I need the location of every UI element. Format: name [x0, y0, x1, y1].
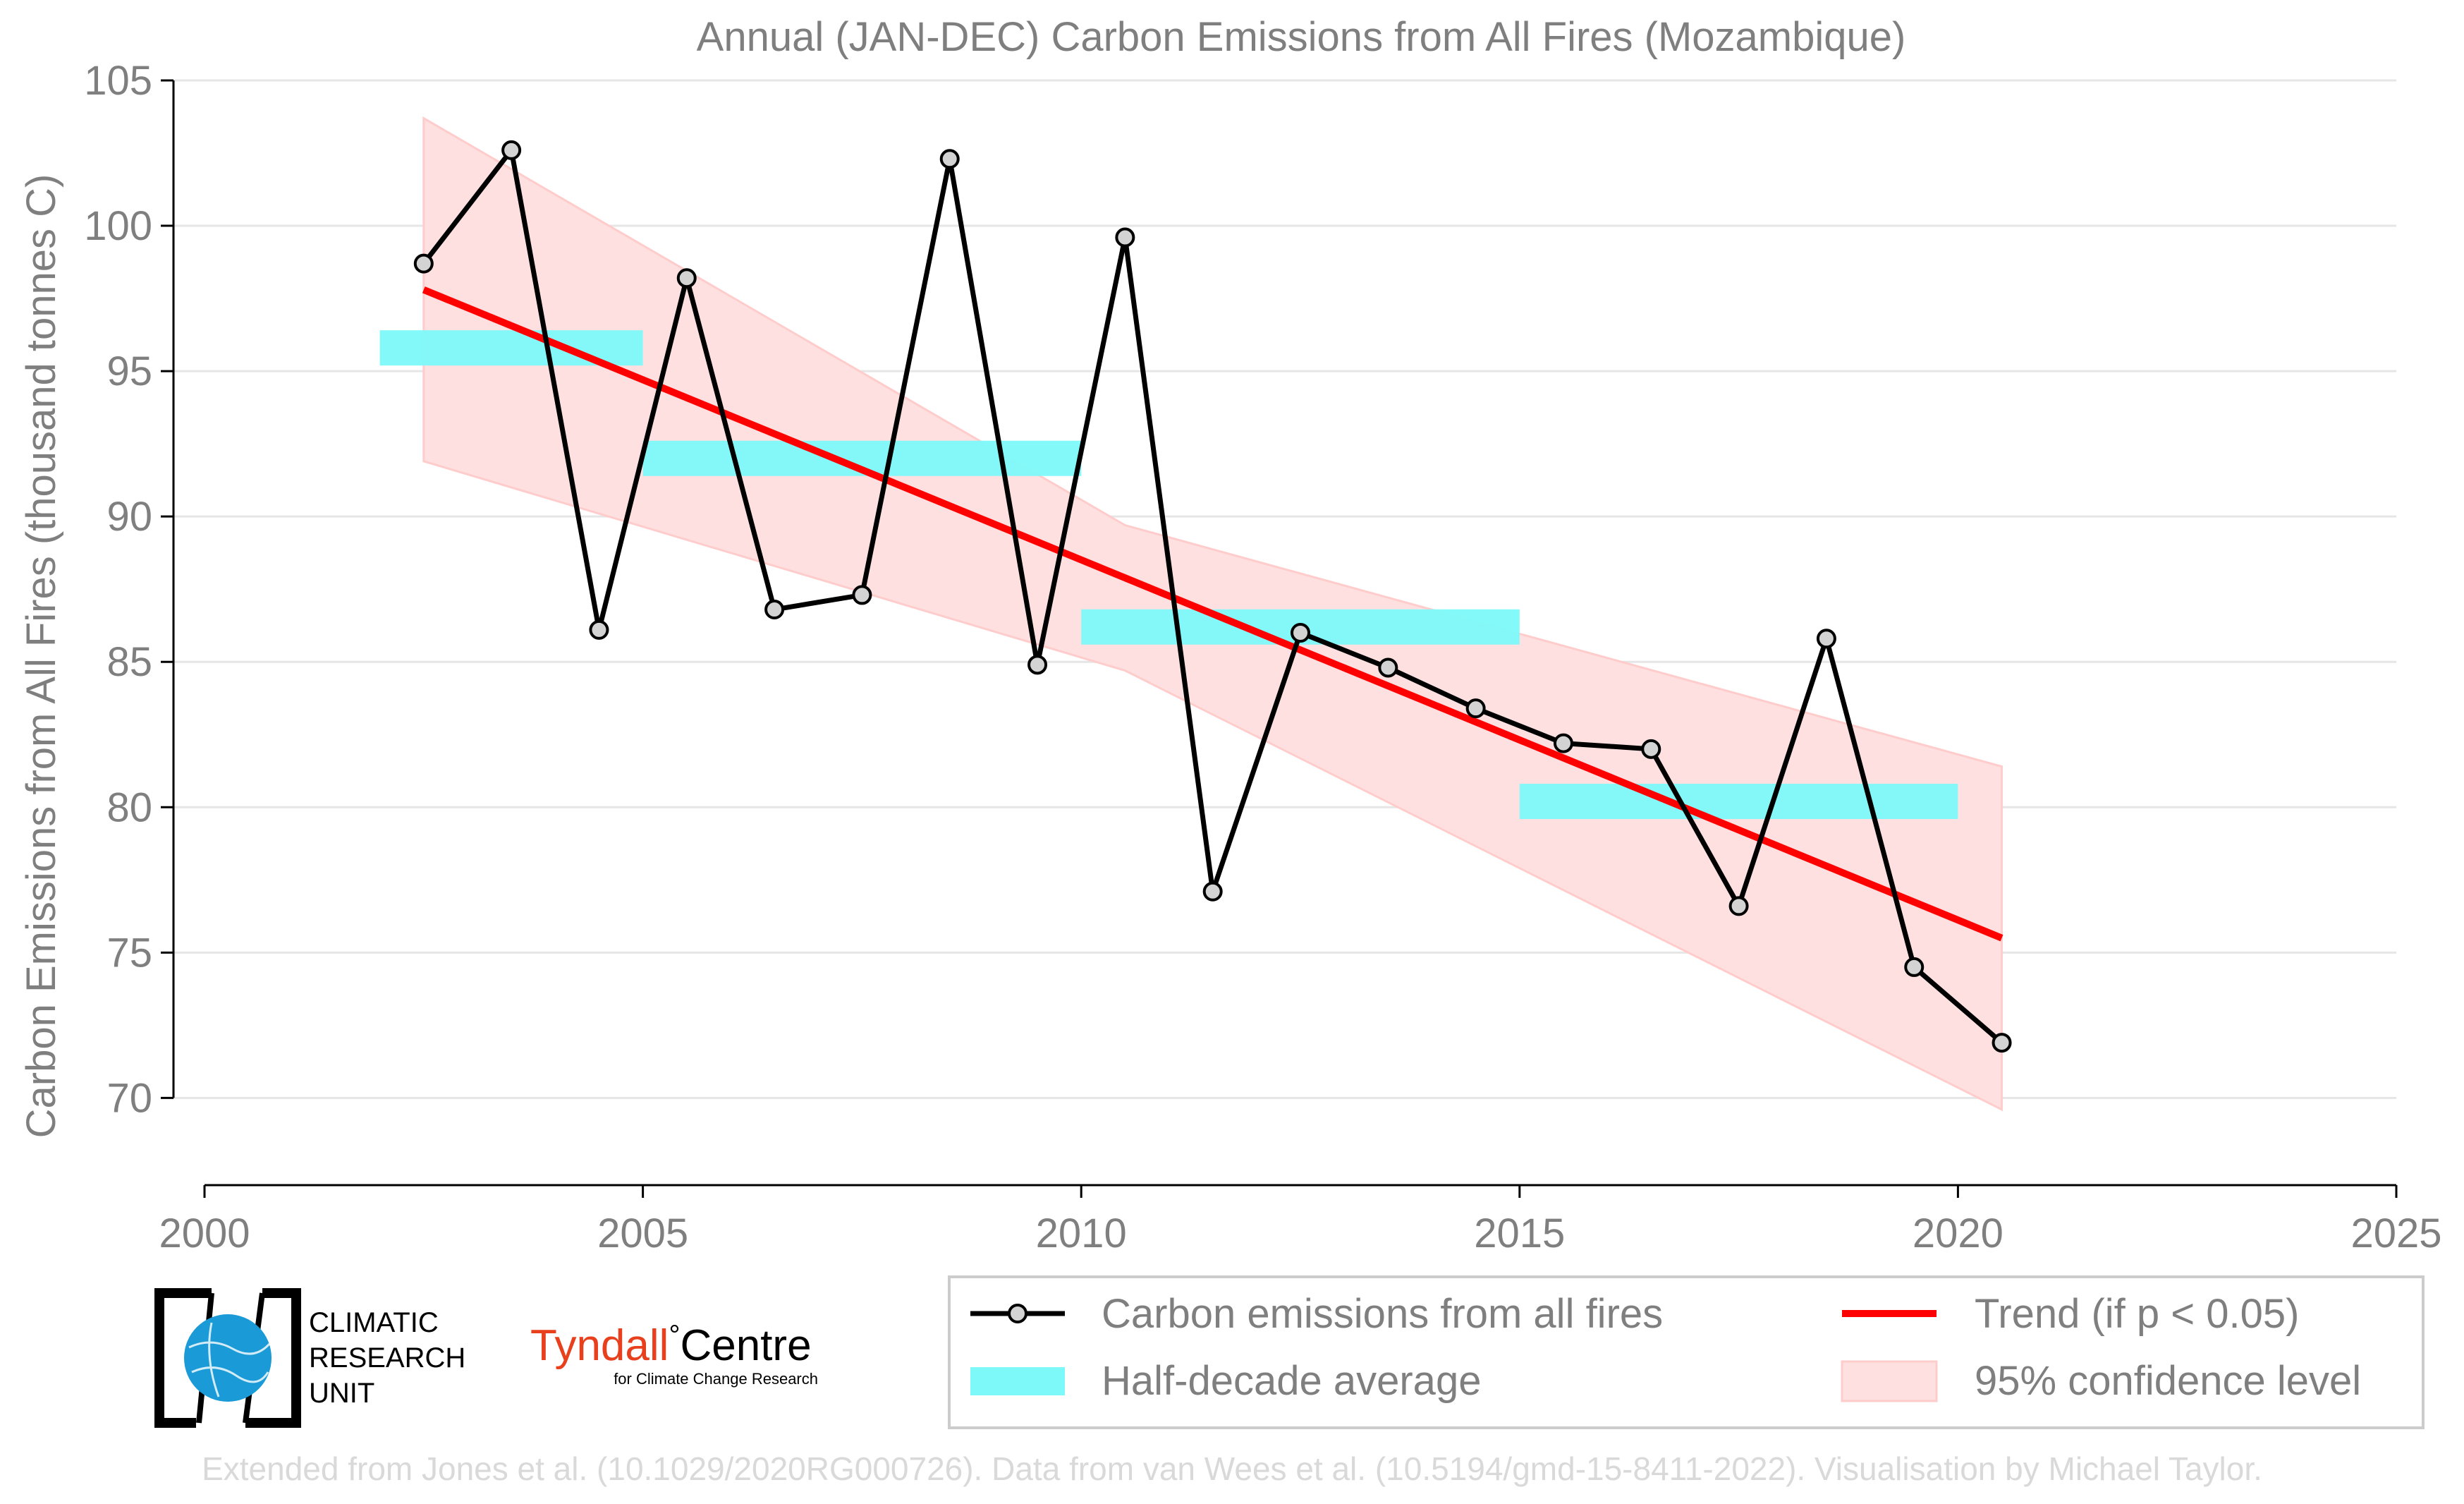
emissions-series-layer: [413, 140, 2012, 1053]
tyndall-logo-name-a: Tyndall: [530, 1321, 669, 1370]
x-tick-label-2010: 2010: [1036, 1211, 1127, 1256]
legend-confidence-label: 95% confidence level: [1975, 1358, 2361, 1404]
y-tick-label-70: 70: [106, 1075, 152, 1121]
y-tick-label-80: 80: [106, 784, 152, 830]
emissions-point-2014: [1465, 698, 1486, 719]
legend-item-confidence: 95% confidence level: [1841, 1358, 2361, 1404]
emissions-point-2011: [1202, 881, 1223, 902]
y-axis-label: Carbon Emissions from All Fires (thousan…: [18, 174, 64, 1139]
emissions-point-2012: [1291, 623, 1310, 643]
legend-half-decade-label: Half-decade average: [1102, 1358, 1481, 1404]
x-tick-label-2015: 2015: [1474, 1211, 1565, 1256]
cru-logo-line2: RESEARCH: [309, 1342, 465, 1373]
y-tick-label-90: 90: [106, 494, 152, 540]
y-tick-label-75: 75: [106, 930, 152, 976]
emissions-point-2005: [676, 268, 697, 289]
legend-emissions-marker: [1008, 1304, 1027, 1323]
x-tick-label-2005: 2005: [597, 1211, 688, 1256]
emissions-point-2019: [1904, 957, 1925, 977]
y-tick-label-105: 105: [84, 58, 152, 104]
tyndall-degree: °: [669, 1320, 680, 1351]
cru-logo-line3: UNIT: [309, 1378, 374, 1409]
y-tick-label-85: 85: [106, 639, 152, 685]
legend-frame: [948, 1275, 2425, 1429]
emissions-point-2007: [852, 585, 872, 605]
x-tick-label-2000: 2000: [159, 1211, 250, 1256]
emissions-point-2003: [501, 140, 522, 160]
emissions-point-2009: [1027, 655, 1048, 675]
legend-half-decade-swatch: [970, 1367, 1065, 1395]
axes: 70 75 80 85 90 95 100 105 2000 2005 2010 2015 2020 20…: [84, 58, 2441, 1256]
chart-title: Annual (JAN-DEC) Carbon Emissions from A…: [697, 14, 1906, 60]
emissions-point-2017: [1728, 896, 1749, 916]
emissions-point-2013: [1378, 657, 1398, 678]
tyndall-logo-subtitle: for Climate Change Research: [614, 1370, 818, 1388]
y-tick-label-95: 95: [106, 348, 152, 394]
emissions-point-2016: [1641, 739, 1661, 759]
legend-emissions-label: Carbon emissions from all fires: [1102, 1291, 1663, 1337]
half-decade-bar-3: [1519, 784, 1958, 820]
cru-logo-line1: CLIMATIC: [309, 1307, 439, 1338]
tyndall-logo-name: Tyndall°Centre: [530, 1320, 812, 1370]
cru-logo-frame: [154, 1288, 301, 1428]
legend-item-emissions: Carbon emissions from all fires: [970, 1291, 1663, 1337]
trend-line: [422, 286, 2003, 942]
emissions-point-2020: [1992, 1033, 2012, 1053]
legend-item-trend: Trend (if p < 0.05): [1842, 1291, 2299, 1337]
legend-trend-label: Trend (if p < 0.05): [1975, 1291, 2299, 1337]
cru-logo: CLIMATIC RESEARCH UNIT: [154, 1288, 465, 1428]
emissions-point-2010: [1115, 227, 1135, 248]
emissions-point-2002: [413, 253, 434, 274]
emissions-point-2006: [764, 600, 785, 620]
emissions-point-2015: [1553, 733, 1573, 753]
legend: Carbon emissions from all fires Half-dec…: [948, 1275, 2425, 1429]
legend-confidence-swatch: [1841, 1360, 1938, 1402]
trend-layer: [422, 286, 2003, 942]
tyndall-logo-name-b: Centre: [680, 1321, 811, 1370]
x-tick-label-2025: 2025: [2350, 1211, 2441, 1256]
globe-icon: [184, 1314, 272, 1402]
legend-item-half-decade: Half-decade average: [970, 1358, 1481, 1404]
y-tick-label-100: 100: [84, 203, 152, 249]
globe-icon-lines: [188, 1322, 271, 1397]
footer-credits: Extended from Jones et al. (10.1029/2020…: [202, 1450, 2262, 1487]
tyndall-logo: Tyndall°Centre for Climate Change Resear…: [530, 1320, 818, 1388]
emissions-point-2018: [1816, 629, 1836, 649]
emissions-point-2008: [939, 149, 960, 169]
emissions-point-2004: [589, 619, 609, 640]
x-tick-label-2020: 2020: [1913, 1211, 2003, 1256]
